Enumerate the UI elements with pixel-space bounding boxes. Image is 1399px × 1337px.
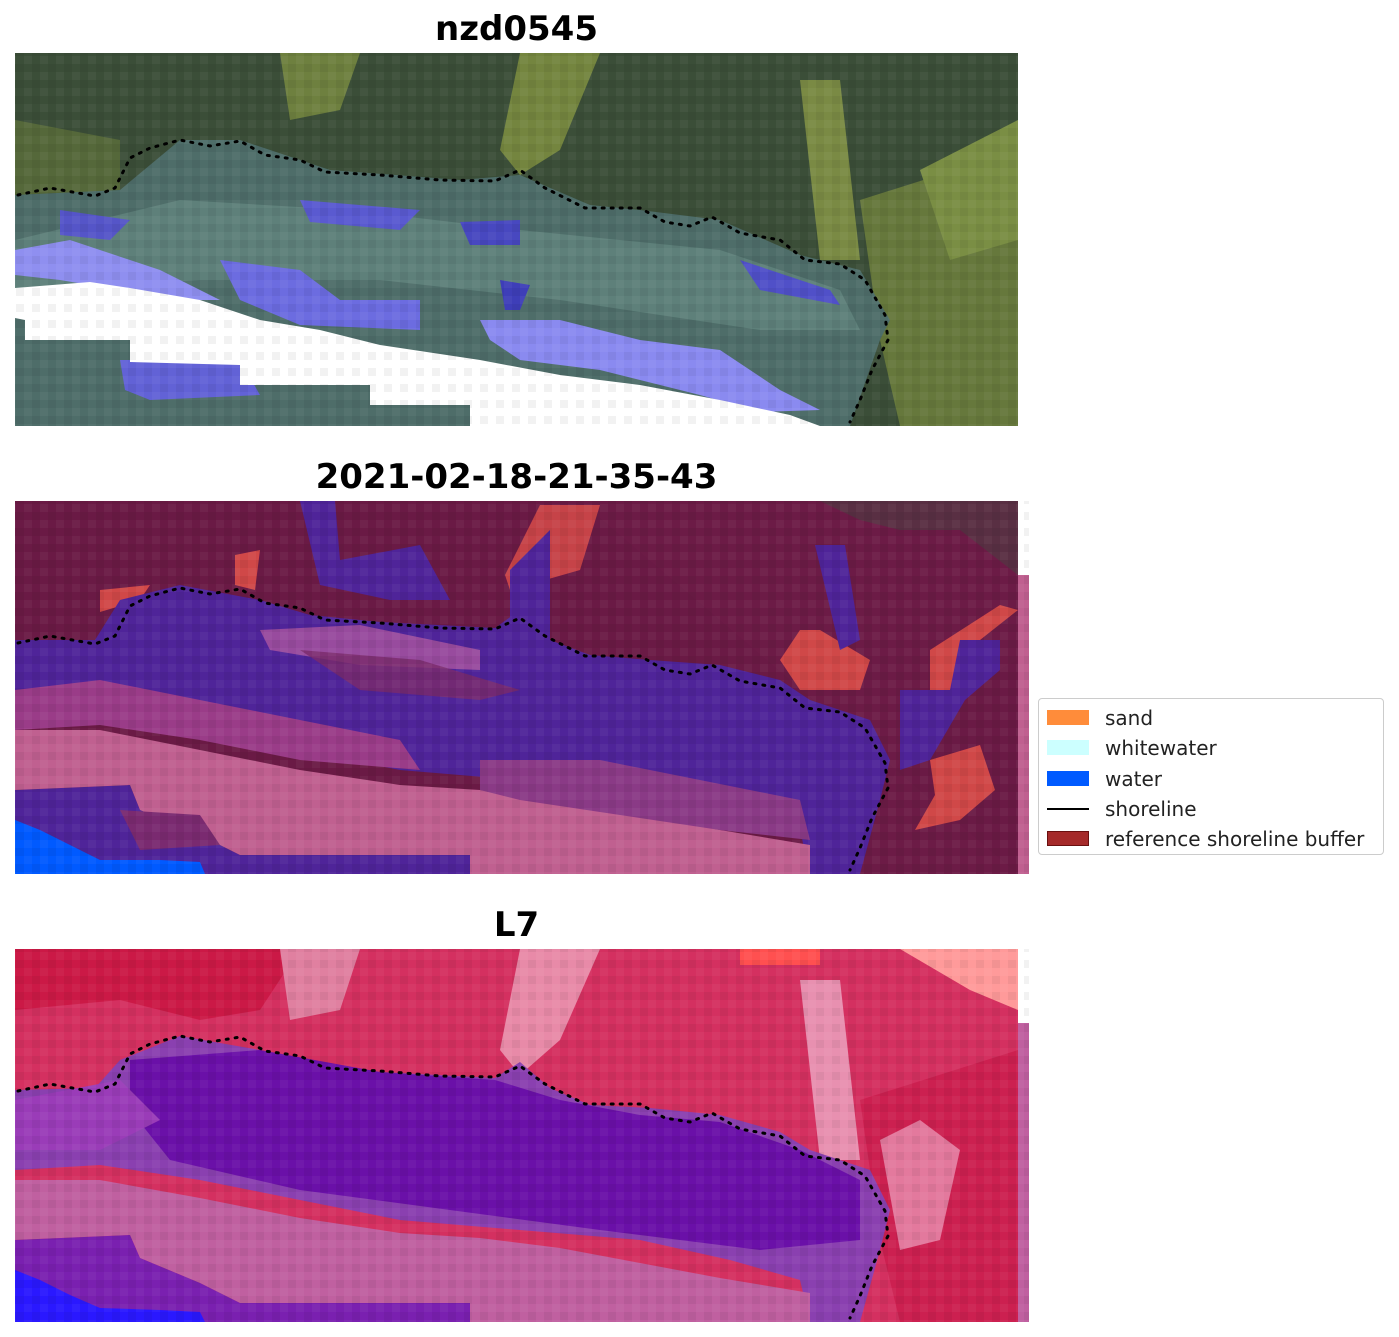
legend-line-shoreline — [1047, 807, 1089, 810]
legend-label: whitewater — [1105, 736, 1217, 761]
legend-item-water: water — [1039, 763, 1383, 793]
panel-title-rgb: nzd0545 — [435, 9, 598, 49]
legend-swatch-water — [1047, 770, 1089, 786]
panel-title-index: L7 — [493, 905, 540, 945]
shoreline-classification — [16, 586, 890, 872]
legend-item-reference-buffer: reference shoreline buffer — [1039, 823, 1383, 853]
legend-swatch-sand — [1047, 710, 1089, 725]
panel-title-classification: 2021-02-18-21-35-43 — [315, 457, 718, 497]
legend-item-sand: sand — [1039, 702, 1383, 732]
legend-item-whitewater: whitewater — [1039, 732, 1383, 762]
legend-item-shoreline: shoreline — [1039, 793, 1383, 823]
legend-label: reference shoreline buffer — [1105, 827, 1365, 852]
shoreline-rgb — [16, 138, 890, 424]
legend-swatch-reference-buffer — [1047, 831, 1089, 847]
legend-label: water — [1105, 766, 1162, 791]
shoreline-index — [16, 1034, 890, 1320]
index-image-panel — [15, 949, 1029, 1322]
rgb-image-panel — [15, 53, 1018, 426]
classification-image-panel — [15, 501, 1029, 874]
legend: sand whitewater water shoreline referenc… — [1038, 698, 1384, 855]
legend-swatch-whitewater — [1047, 740, 1089, 756]
legend-label: sand — [1105, 706, 1154, 730]
legend-label: shoreline — [1105, 796, 1197, 821]
